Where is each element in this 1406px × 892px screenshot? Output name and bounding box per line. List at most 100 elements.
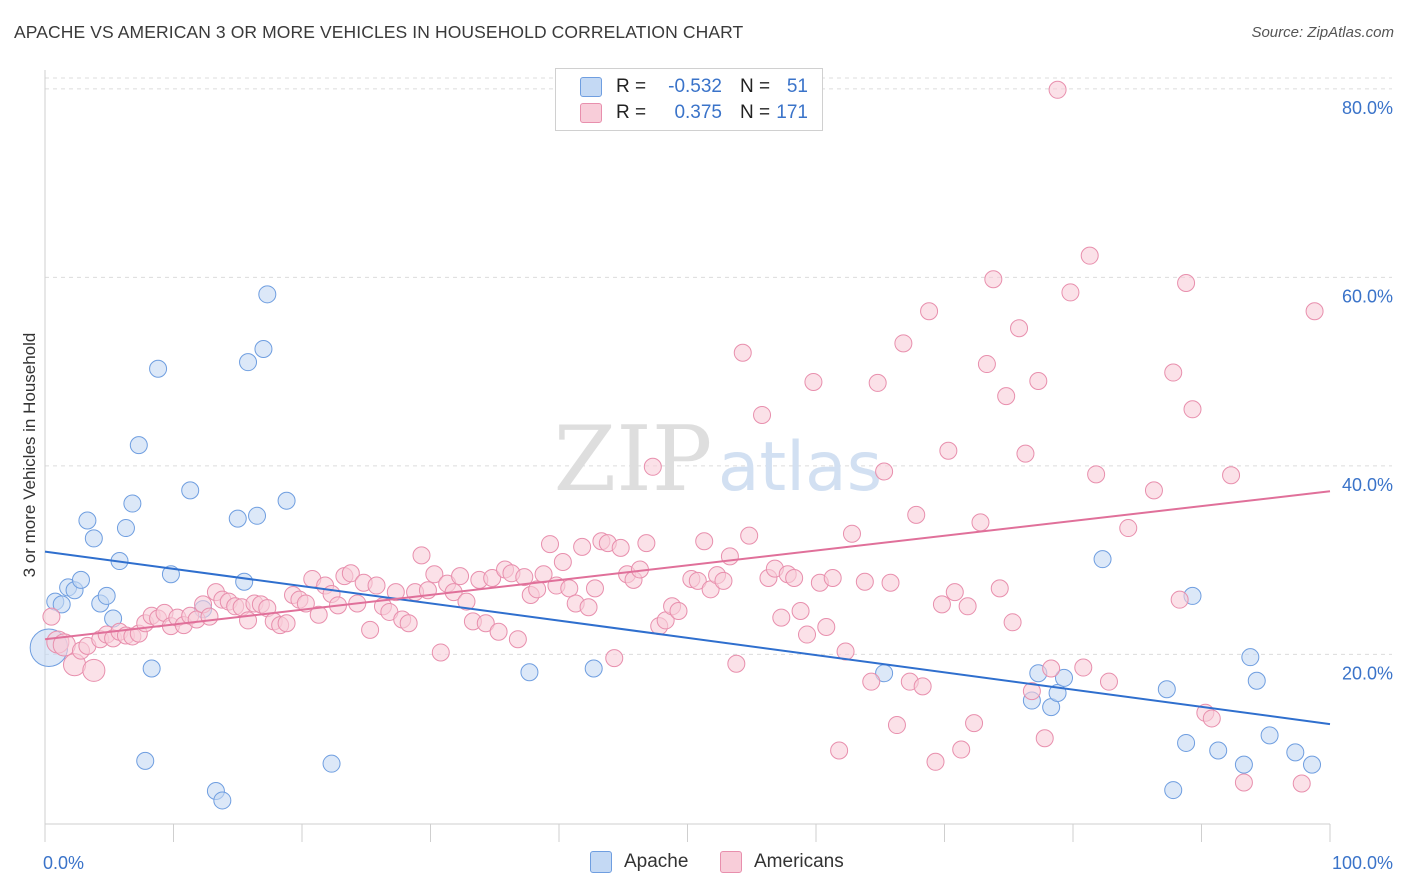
data-point (181, 481, 200, 500)
data-point (926, 752, 945, 771)
data-point (528, 580, 547, 599)
legend-r-value: -0.532 (668, 76, 722, 97)
data-point (894, 334, 913, 353)
data-point (52, 595, 71, 614)
data-point (669, 601, 688, 620)
data-point (573, 537, 592, 556)
data-point (1099, 672, 1118, 691)
data-point (720, 547, 739, 566)
bottom-legend-swatch-americans (720, 851, 742, 873)
data-point (1209, 741, 1228, 760)
data-point (489, 622, 508, 641)
data-point (965, 714, 984, 733)
data-point (753, 405, 772, 424)
data-point (862, 672, 881, 691)
data-point (977, 355, 996, 374)
data-point (123, 494, 142, 513)
data-point (1119, 519, 1138, 538)
data-point (1035, 729, 1054, 748)
data-point (412, 546, 431, 565)
y-tick-label: 60.0% (1342, 286, 1393, 306)
data-point (688, 571, 707, 590)
data-point (239, 353, 258, 372)
data-point (78, 511, 97, 530)
data-point (1022, 682, 1041, 701)
data-point (386, 583, 405, 602)
data-point (1260, 726, 1279, 745)
data-point (149, 359, 168, 378)
data-point (71, 570, 90, 589)
data-point (1016, 444, 1035, 463)
legend-r-value: 0.375 (674, 102, 722, 123)
data-point (605, 649, 624, 668)
chart-title: APACHE VS AMERICAN 3 OR MORE VEHICLES IN… (14, 22, 744, 42)
data-point (1303, 755, 1322, 774)
data-point (254, 339, 273, 358)
data-point (515, 568, 534, 587)
data-point (1286, 743, 1305, 762)
data-point (1061, 283, 1080, 302)
data-point (1010, 319, 1029, 338)
data-points (29, 80, 1324, 810)
data-point (1170, 590, 1189, 609)
data-point (483, 569, 502, 588)
data-point (248, 506, 267, 525)
data-point (817, 618, 836, 637)
data-point (476, 614, 495, 633)
bottom-legend-apache: Apache (590, 851, 688, 873)
data-point (1177, 733, 1196, 752)
y-tick-label: 20.0% (1342, 663, 1393, 683)
data-point (84, 529, 103, 548)
data-point (1241, 648, 1260, 667)
data-point (1292, 774, 1311, 793)
data-point (322, 754, 341, 773)
data-point (296, 594, 315, 613)
data-point (643, 457, 662, 476)
data-point (541, 535, 560, 554)
series-apache (29, 285, 1322, 810)
watermark-atlas: atlas (718, 428, 882, 507)
data-point (881, 573, 900, 592)
data-point (952, 740, 971, 759)
data-point (1144, 481, 1163, 500)
legend-r-label: R = (616, 102, 647, 123)
data-point (971, 513, 990, 532)
data-point (425, 565, 444, 584)
data-point (341, 564, 360, 583)
x-tick-label: 100.0% (1332, 853, 1393, 873)
data-point (1202, 709, 1221, 728)
data-point (932, 595, 951, 614)
data-point (82, 658, 106, 682)
data-point (451, 567, 470, 586)
data-point (1247, 671, 1266, 690)
data-point (520, 663, 539, 682)
data-point (772, 608, 791, 627)
y-tick-label: 40.0% (1342, 475, 1393, 495)
data-point (116, 519, 135, 538)
data-point (457, 592, 476, 611)
legend: R = -0.532 N = 51 R = 0.375 N = 171 (555, 68, 823, 131)
data-point (907, 505, 926, 524)
data-point (830, 741, 849, 760)
data-point (887, 716, 906, 735)
data-point (1055, 668, 1074, 687)
data-point (714, 571, 733, 590)
data-point (984, 270, 1003, 289)
data-point (367, 576, 386, 595)
data-point (695, 532, 714, 551)
data-point (508, 630, 527, 649)
data-point (958, 597, 977, 616)
data-point (228, 509, 247, 528)
data-point (1164, 781, 1183, 800)
data-point (823, 569, 842, 588)
data-point (733, 343, 752, 362)
data-point (945, 583, 964, 602)
legend-n-value: 51 (786, 76, 808, 97)
data-point (136, 751, 155, 770)
data-point (431, 643, 450, 662)
data-point (990, 579, 1009, 598)
source-label: Source: ZipAtlas.com (1251, 24, 1394, 41)
bottom-legend-swatch-apache (590, 851, 612, 873)
data-point (277, 491, 296, 510)
